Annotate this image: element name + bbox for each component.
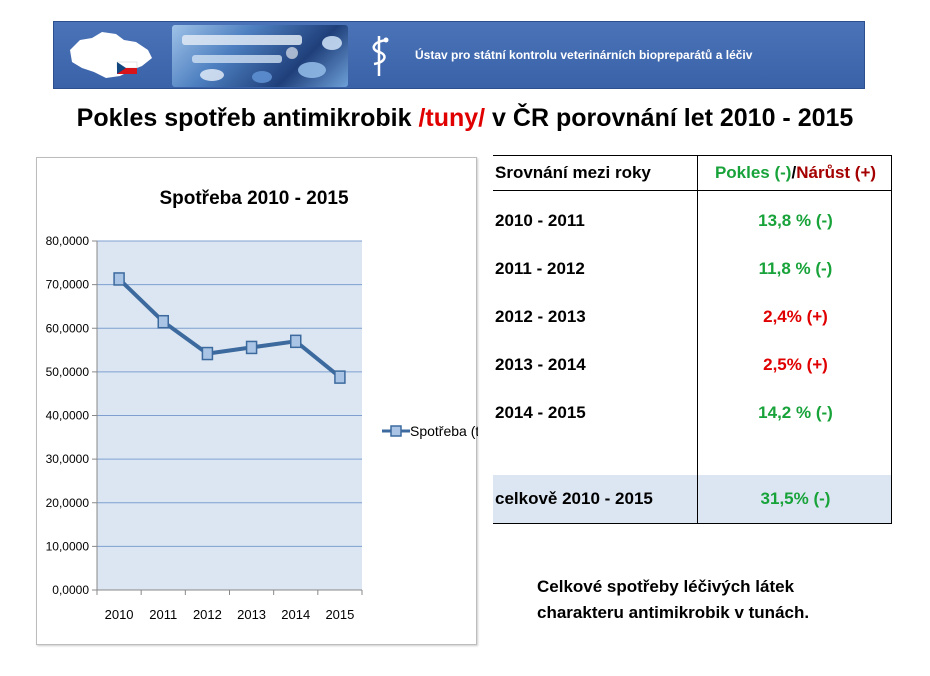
table-row: 2011 - 2012 11,8 % (-) — [493, 245, 892, 293]
chart-container: Spotřeba 2010 - 2015 0,0000 10,0000 20,000… — [36, 157, 478, 645]
period-cell: 2010 - 2011 — [493, 190, 698, 245]
consumption-line-chart: Spotřeba 2010 - 2015 0,0000 10,0000 20,000… — [46, 188, 478, 622]
title-part3: v ČR porovnání let 2010 - 2015 — [485, 104, 854, 132]
medicines-photo — [172, 25, 348, 87]
footnote-line1: Celkové spotřeby léčivých látek — [537, 577, 795, 596]
table-row: 2010 - 2011 13,8 % (-) — [493, 190, 892, 245]
x-tick-label: 2014 — [281, 607, 310, 622]
y-tick-label: 80,0000 — [46, 234, 90, 248]
y-tick-label: 10,0000 — [46, 539, 90, 553]
header-pokles: Pokles (-) — [714, 163, 792, 182]
spacer-cell — [493, 437, 698, 475]
header-change: Pokles (-)/Nárůst (+) — [697, 155, 892, 191]
header-narust: Nárůst (+) — [796, 163, 877, 182]
period-cell: 2012 - 2013 — [493, 293, 698, 341]
y-tick-label: 50,0000 — [46, 365, 90, 379]
spacer-cell — [697, 437, 892, 475]
y-tick-label: 0,0000 — [52, 583, 89, 597]
change-cell: 2,5% (+) — [697, 341, 892, 389]
data-point — [157, 314, 169, 329]
change-cell: 2,4% (+) — [697, 293, 892, 341]
header-period: Srovnání mezi roky — [493, 155, 698, 191]
page-title: Pokles spotřeb antimikrobik /tuny/ v ČR … — [0, 104, 930, 133]
chart-title: Spotřeba 2010 - 2015 — [159, 188, 348, 209]
x-axis-ticks: 2010 2011 2012 2013 2014 2015 — [96, 589, 363, 622]
y-tick-label: 70,0000 — [46, 278, 90, 292]
x-tick-label: 2015 — [325, 607, 354, 622]
y-tick-label: 40,0000 — [46, 409, 90, 423]
legend: Spotřeba (t) — [382, 423, 478, 439]
table-row: 2013 - 2014 2,5% (+) — [493, 341, 892, 389]
gridlines — [97, 240, 362, 591]
czech-map-flag-icon — [70, 32, 152, 78]
change-cell: 11,8 % (-) — [697, 245, 892, 293]
y-tick-label: 30,0000 — [46, 452, 90, 466]
footnote-line2: charakteru antimikrobik v tunách. — [537, 603, 810, 622]
x-tick-label: 2010 — [105, 607, 134, 622]
change-cell: 14,2 % (-) — [697, 389, 892, 437]
table-total-row: celkově 2010 - 2015 31,5% (-) — [493, 475, 892, 524]
table-row: 2012 - 2013 2,4% (+) — [493, 293, 892, 341]
comparison-table: Srovnání mezi roky Pokles (-)/Nárůst (+)… — [493, 155, 892, 524]
table-row: 2014 - 2015 14,2 % (-) — [493, 389, 892, 437]
data-point — [113, 272, 125, 286]
data-point — [290, 334, 302, 349]
caduceus-logo-icon — [372, 36, 389, 76]
series-line-spotreba — [117, 277, 342, 379]
period-cell: 2013 - 2014 — [493, 341, 698, 389]
series-points — [113, 272, 346, 384]
period-cell: 2011 - 2012 — [493, 245, 698, 293]
table-header-row: Srovnání mezi roky Pokles (-)/Nárůst (+) — [493, 155, 892, 191]
header-banner: Ústav pro státní kontrolu veterinárních … — [53, 21, 865, 89]
data-point — [334, 370, 346, 384]
change-cell: 13,8 % (-) — [697, 190, 892, 245]
period-cell: 2014 - 2015 — [493, 389, 698, 437]
y-axis-ticks: 0,0000 10,0000 20,0000 30,0000 40,0000 50,000… — [46, 234, 98, 597]
data-point — [201, 346, 214, 361]
table-spacer-row — [493, 437, 892, 475]
total-label: celkově 2010 - 2015 — [493, 475, 698, 524]
data-point — [245, 340, 258, 355]
y-tick-label: 20,0000 — [46, 496, 90, 510]
x-tick-label: 2011 — [149, 607, 177, 622]
title-part1: Pokles spotřeb antimikrobik — [76, 104, 419, 132]
y-tick-label: 60,0000 — [46, 321, 90, 335]
x-tick-label: 2013 — [237, 607, 266, 622]
title-unit: /tuny/ — [418, 104, 486, 132]
footnote: Celkové spotřeby léčivých látek charakte… — [537, 574, 809, 626]
header-sep: / — [791, 163, 797, 182]
total-change: 31,5% (-) — [697, 475, 892, 524]
legend-label: Spotřeba (t) — [410, 423, 478, 439]
x-tick-label: 2012 — [193, 607, 222, 622]
organization-name: Ústav pro státní kontrolu veterinárních … — [415, 48, 753, 62]
legend-marker — [390, 425, 402, 437]
